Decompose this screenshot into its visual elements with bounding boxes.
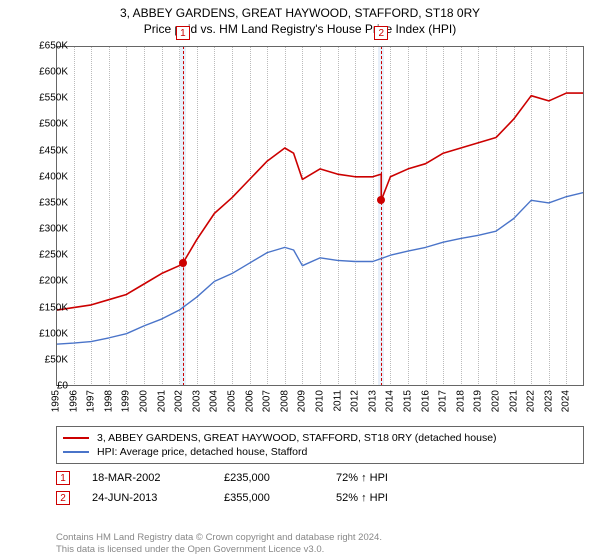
sale-marker [377,196,385,204]
x-tick-label: 2010 [315,390,326,412]
x-tick-label: 2001 [156,390,167,412]
x-tick-label: 2004 [209,390,220,412]
x-tick-label: 2008 [279,390,290,412]
x-tick-label: 1997 [86,390,97,412]
series-svg [56,46,584,386]
legend-item: HPI: Average price, detached house, Staf… [63,445,577,459]
events-table: 1 18-MAR-2002 £235,000 72% ↑ HPI 2 24-JU… [56,468,584,508]
y-tick-label: £150K [18,302,68,313]
chart-container: 3, ABBEY GARDENS, GREAT HAYWOOD, STAFFOR… [0,0,600,560]
x-tick-label: 1998 [103,390,114,412]
x-tick-label: 2014 [385,390,396,412]
footer-line: This data is licensed under the Open Gov… [56,544,584,556]
series-line [56,192,584,344]
chart-title-address: 3, ABBEY GARDENS, GREAT HAYWOOD, STAFFOR… [0,6,600,20]
x-tick-label: 2003 [191,390,202,412]
x-tick-label: 2024 [561,390,572,412]
x-tick-label: 1996 [68,390,79,412]
chart-titles: 3, ABBEY GARDENS, GREAT HAYWOOD, STAFFOR… [0,0,600,36]
y-tick-label: £300K [18,224,68,235]
x-tick-label: 2018 [455,390,466,412]
y-tick-label: £500K [18,119,68,130]
x-tick-label: 2015 [403,390,414,412]
x-tick-label: 2006 [244,390,255,412]
footer-attribution: Contains HM Land Registry data © Crown c… [56,532,584,556]
series-line [56,93,584,310]
y-tick-label: £50K [18,354,68,365]
y-tick-label: £550K [18,93,68,104]
plot-area: 12 [56,46,584,386]
x-tick-label: 1999 [121,390,132,412]
y-tick-label: £400K [18,171,68,182]
legend-label: 3, ABBEY GARDENS, GREAT HAYWOOD, STAFFOR… [97,432,497,444]
legend-item: 3, ABBEY GARDENS, GREAT HAYWOOD, STAFFOR… [63,431,577,445]
x-tick-label: 1995 [51,390,62,412]
x-tick-label: 2023 [543,390,554,412]
x-tick-label: 2022 [526,390,537,412]
x-tick-label: 2013 [367,390,378,412]
event-date: 18-MAR-2002 [92,472,202,484]
event-delta: 72% ↑ HPI [336,472,388,484]
chart-title-subtitle: Price paid vs. HM Land Registry's House … [0,22,600,36]
y-tick-label: £350K [18,197,68,208]
x-tick-label: 2002 [174,390,185,412]
footer-line: Contains HM Land Registry data © Crown c… [56,532,584,544]
event-price: £355,000 [224,492,314,504]
legend-swatch [63,437,89,439]
x-tick-label: 2016 [420,390,431,412]
y-tick-label: £200K [18,276,68,287]
y-tick-label: £650K [18,41,68,52]
x-tick-label: 2011 [332,390,343,412]
y-tick-label: £450K [18,145,68,156]
legend: 3, ABBEY GARDENS, GREAT HAYWOOD, STAFFOR… [56,426,584,464]
y-tick-label: £600K [18,67,68,78]
event-badge-on-chart: 2 [374,26,388,40]
y-tick-label: £250K [18,250,68,261]
legend-label: HPI: Average price, detached house, Staf… [97,446,307,458]
event-badge-on-chart: 1 [176,26,190,40]
event-delta: 52% ↑ HPI [336,492,388,504]
event-price: £235,000 [224,472,314,484]
sale-marker [179,259,187,267]
x-tick-label: 2017 [438,390,449,412]
event-badge: 2 [56,491,70,505]
event-row: 1 18-MAR-2002 £235,000 72% ↑ HPI [56,468,584,488]
y-tick-label: £100K [18,328,68,339]
x-tick-label: 2012 [350,390,361,412]
event-badge: 1 [56,471,70,485]
x-tick-label: 2019 [473,390,484,412]
x-tick-label: 2020 [491,390,502,412]
x-tick-label: 2009 [297,390,308,412]
event-row: 2 24-JUN-2013 £355,000 52% ↑ HPI [56,488,584,508]
x-tick-label: 2005 [227,390,238,412]
legend-swatch [63,451,89,453]
event-date: 24-JUN-2013 [92,492,202,504]
x-tick-label: 2021 [508,390,519,412]
x-tick-label: 2000 [139,390,150,412]
x-tick-label: 2007 [262,390,273,412]
